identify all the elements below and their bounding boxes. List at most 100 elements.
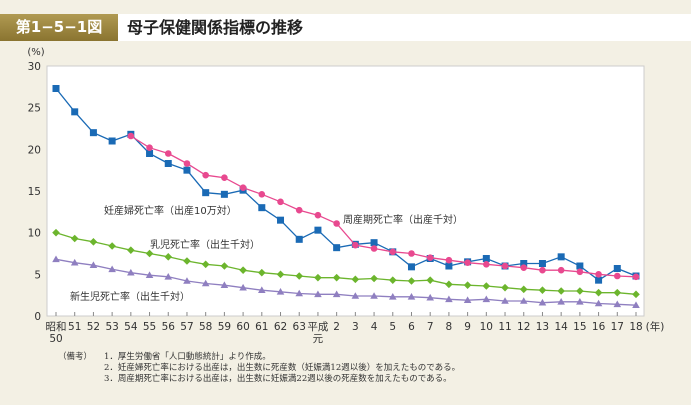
x-tick-label: 13 xyxy=(536,321,549,333)
data-point-triangle xyxy=(613,300,622,308)
data-point-diamond xyxy=(445,280,453,289)
data-point-circle xyxy=(464,259,471,266)
data-point-diamond xyxy=(594,288,603,297)
x-tick-label: 昭和 xyxy=(46,321,67,333)
data-point-diamond xyxy=(632,290,640,299)
data-point-diamond xyxy=(70,234,79,243)
x-tick-label: 4 xyxy=(371,321,378,333)
x-tick-label: 59 xyxy=(218,321,231,333)
data-point-square xyxy=(183,166,191,174)
data-point-diamond xyxy=(613,288,622,297)
data-point-circle xyxy=(164,150,172,157)
data-point-triangle xyxy=(239,283,247,291)
data-point-circle xyxy=(426,254,434,261)
data-point-circle xyxy=(277,198,284,206)
data-point-square xyxy=(108,137,116,145)
data-point-triangle xyxy=(314,290,322,298)
data-point-square xyxy=(277,216,285,224)
data-point-square xyxy=(202,189,210,197)
data-point-circle xyxy=(314,211,322,219)
x-tick-label: 9 xyxy=(464,321,471,333)
x-tick-label: 16 xyxy=(592,321,606,333)
data-point-triangle xyxy=(295,289,304,297)
data-point-triangle xyxy=(70,258,79,266)
data-point-diamond xyxy=(201,260,210,269)
data-point-diamond xyxy=(239,266,247,274)
data-point-square xyxy=(520,260,528,267)
x-tick-label: 5 xyxy=(389,321,396,333)
data-point-diamond xyxy=(108,242,116,250)
data-point-triangle xyxy=(388,293,397,300)
x-tick-label: 平成 xyxy=(307,321,328,333)
data-point-diamond xyxy=(183,257,191,265)
x-tick-label: 54 xyxy=(124,321,138,333)
data-point-diamond xyxy=(370,274,378,283)
x-tick-label: 8 xyxy=(446,321,453,333)
data-point-circle xyxy=(146,144,153,151)
data-point-circle xyxy=(127,132,135,140)
data-point-diamond xyxy=(220,262,229,270)
data-point-circle xyxy=(352,241,359,249)
data-point-triangle xyxy=(89,261,98,268)
data-point-triangle xyxy=(276,288,285,295)
y-axis-unit: (%) xyxy=(27,47,44,58)
data-point-circle xyxy=(239,184,247,191)
data-point-square xyxy=(407,263,415,271)
data-point-diamond xyxy=(258,268,266,277)
x-tick-label: 2 xyxy=(333,321,340,333)
x-tick-label: 6 xyxy=(408,321,415,333)
data-point-square xyxy=(258,204,266,212)
data-point-diamond xyxy=(519,285,528,294)
data-point-triangle xyxy=(332,290,341,298)
data-point-circle xyxy=(445,256,453,264)
figure-number: 第1−5−1図 xyxy=(0,14,118,41)
series-label-perinatal: 周産期死亡率（出産千対） xyxy=(343,213,463,226)
note-item: 1．厚生労働省「人口動態統計」より作成。 xyxy=(104,352,271,362)
data-point-square xyxy=(557,253,565,261)
data-point-triangle xyxy=(258,286,266,293)
data-point-triangle xyxy=(145,271,154,278)
data-point-circle xyxy=(295,206,303,214)
note-item: 3．周産期死亡率における出産は，出生数に妊娠満22週以後の死産数を加えたものであ… xyxy=(104,374,452,384)
y-tick-label: 10 xyxy=(28,228,41,240)
data-point-square xyxy=(595,276,603,284)
data-point-triangle xyxy=(538,298,547,306)
x-axis-unit: (年) xyxy=(646,320,665,333)
series-line-triangle xyxy=(55,258,637,306)
data-point-circle xyxy=(613,272,621,280)
data-point-circle xyxy=(632,273,640,281)
data-point-square xyxy=(146,150,154,157)
x-tick-label: 63 xyxy=(293,321,306,333)
x-tick-label: 53 xyxy=(105,321,118,333)
data-point-circle xyxy=(557,266,565,274)
data-point-diamond xyxy=(127,246,135,254)
x-tick-label: 58 xyxy=(199,321,212,333)
series-label-neonatal: 新生児死亡率（出生千対） xyxy=(70,290,190,303)
y-tick-label: 15 xyxy=(28,186,41,198)
data-point-square xyxy=(370,239,378,247)
x-tick-label: 11 xyxy=(498,321,511,333)
data-point-square xyxy=(71,108,79,116)
data-point-triangle xyxy=(220,281,229,288)
x-tick-label: 12 xyxy=(517,321,530,333)
data-point-square xyxy=(164,160,172,167)
data-point-triangle xyxy=(576,298,584,305)
x-tick-label: 61 xyxy=(255,321,268,333)
data-point-triangle xyxy=(445,295,453,303)
data-point-diamond xyxy=(557,287,565,295)
data-point-square xyxy=(52,85,60,92)
x-tick-label: 62 xyxy=(274,321,287,333)
data-point-square xyxy=(482,255,490,262)
data-point-triangle xyxy=(557,298,565,305)
data-point-triangle xyxy=(370,292,378,299)
note-item: 2．妊産婦死亡率における出産は，出生数に死産数（妊娠満12週以後）を加えたもので… xyxy=(104,363,461,373)
x-tick-label: 56 xyxy=(162,321,176,333)
data-point-diamond xyxy=(388,276,397,284)
x-tick-label: 7 xyxy=(427,321,434,333)
x-tick-label: 3 xyxy=(352,321,359,333)
data-point-circle xyxy=(483,261,490,268)
data-point-square xyxy=(538,260,546,267)
data-point-diamond xyxy=(276,270,285,279)
series-label-infant: 乳児死亡率（出生千対） xyxy=(150,238,260,251)
